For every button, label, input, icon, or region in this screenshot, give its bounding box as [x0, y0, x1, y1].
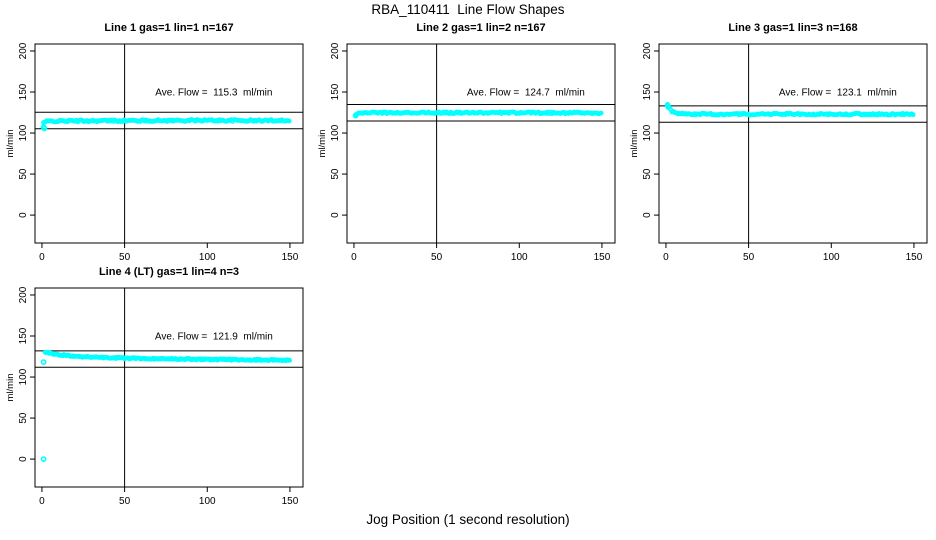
panel-1-figure: 0 50 100 150 0 50 100 150 200 ml/min Ave. Flow = 1… [5, 42, 304, 262]
x-tick-label: 150 [594, 252, 611, 262]
y-tick-label: 0 [18, 212, 29, 218]
data-point [598, 110, 604, 116]
y-tick-label: 50 [18, 168, 29, 180]
y-tick-label: 0 [642, 212, 653, 218]
panel-2: Line 2 gas=1 lin=2 n=167 0 50 100 150 0 50 100… [312, 18, 624, 262]
plot-box [34, 43, 304, 244]
x-tick-label: 150 [906, 252, 923, 262]
data-point [910, 112, 916, 118]
ave-flow-annotation: Ave. Flow = 123.1 ml/min [779, 87, 897, 98]
y-tick-label: 100 [330, 124, 341, 141]
y-tick-label: 200 [642, 42, 653, 59]
panel-4: Line 4 (LT) gas=1 lin=4 n=3 0 50 100 150 0 50… [0, 262, 312, 506]
y-tick-label: 150 [330, 83, 341, 100]
y-tick-label: 200 [330, 42, 341, 59]
panel-1: Line 1 gas=1 lin=1 n=167 0 50 100 150 0 50 100… [0, 18, 312, 262]
data-point-outlier [40, 456, 47, 462]
plot-box [346, 43, 616, 244]
data-point-outlier [665, 104, 672, 110]
y-tick-label: 0 [330, 212, 341, 218]
y-axis-label: ml/min [317, 130, 328, 158]
y-tick-label: 150 [18, 83, 29, 100]
panel-4-title: Line 4 (LT) gas=1 lin=4 n=3 [98, 266, 240, 278]
x-tick-label: 0 [351, 252, 357, 262]
data-point [287, 357, 292, 363]
y-tick-label: 0 [18, 456, 29, 462]
panel-3-figure: 0 50 100 150 0 50 100 150 200 ml/min Ave. Flow = 1… [629, 42, 928, 262]
y-tick-label: 50 [18, 412, 29, 424]
data-point-outlier [40, 359, 47, 366]
y-tick-label: 200 [18, 286, 29, 303]
panel-1-title: Line 1 gas=1 lin=1 n=167 [104, 22, 234, 34]
y-tick-label: 200 [18, 42, 29, 59]
x-tick-label: 0 [39, 496, 45, 506]
x-tick-label: 50 [743, 252, 755, 262]
y-tick-label: 100 [642, 124, 653, 141]
y-axis-label: ml/min [5, 130, 16, 158]
y-axis-label: ml/min [629, 130, 640, 158]
ave-flow-annotation: Ave. Flow = 124.7 ml/min [467, 87, 585, 98]
panel-3-title: Line 3 gas=1 lin=3 n=168 [728, 22, 858, 34]
y-tick-label: 150 [18, 327, 29, 344]
x-tick-label: 50 [119, 252, 131, 262]
data-points [41, 117, 292, 126]
figure-title: RBA_110411 Line Flow Shapes [371, 2, 565, 17]
data-points [42, 349, 292, 364]
panel-2-figure: 0 50 100 150 0 50 100 150 200 ml/min Ave. Flow = 1… [317, 42, 616, 262]
x-tick-label: 0 [663, 252, 669, 262]
panel-4-figure: 0 50 100 150 0 50 100 150 200 ml/min Ave. Flow = 1… [5, 286, 304, 506]
panel-3: Line 3 gas=1 lin=3 n=168 0 50 100 150 0 50 100… [624, 18, 936, 262]
data-point-outlier [352, 112, 359, 119]
y-tick-label: 50 [330, 168, 341, 180]
data-point-outlier [41, 125, 48, 132]
x-tick-label: 0 [39, 252, 45, 262]
plot-box [34, 287, 304, 488]
y-tick-label: 100 [18, 368, 29, 385]
ave-flow-annotation: Ave. Flow = 121.9 ml/min [155, 331, 273, 342]
panel-2-title: Line 2 gas=1 lin=2 n=167 [416, 22, 546, 34]
y-tick-label: 150 [642, 83, 653, 100]
y-tick-label: 100 [18, 124, 29, 141]
x-tick-label: 100 [199, 252, 216, 262]
x-tick-label: 50 [119, 496, 131, 506]
data-points [353, 109, 604, 118]
plot-box [658, 43, 928, 244]
data-point [286, 118, 292, 124]
y-tick-label: 50 [642, 168, 653, 180]
x-tick-label: 150 [282, 252, 299, 262]
x-tick-label: 150 [282, 496, 299, 506]
y-axis-label: ml/min [5, 374, 16, 402]
x-tick-label: 50 [431, 252, 443, 262]
x-tick-label: 100 [199, 496, 216, 506]
x-tick-label: 100 [823, 252, 840, 262]
ave-flow-annotation: Ave. Flow = 115.3 ml/min [155, 87, 272, 98]
x-tick-label: 100 [511, 252, 528, 262]
data-points [665, 102, 916, 118]
x-axis-title: Jog Position (1 second resolution) [366, 512, 570, 527]
